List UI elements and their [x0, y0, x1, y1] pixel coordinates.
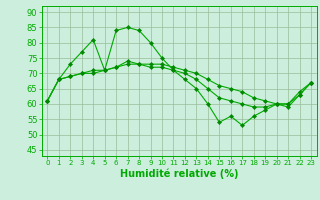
X-axis label: Humidité relative (%): Humidité relative (%) — [120, 169, 238, 179]
